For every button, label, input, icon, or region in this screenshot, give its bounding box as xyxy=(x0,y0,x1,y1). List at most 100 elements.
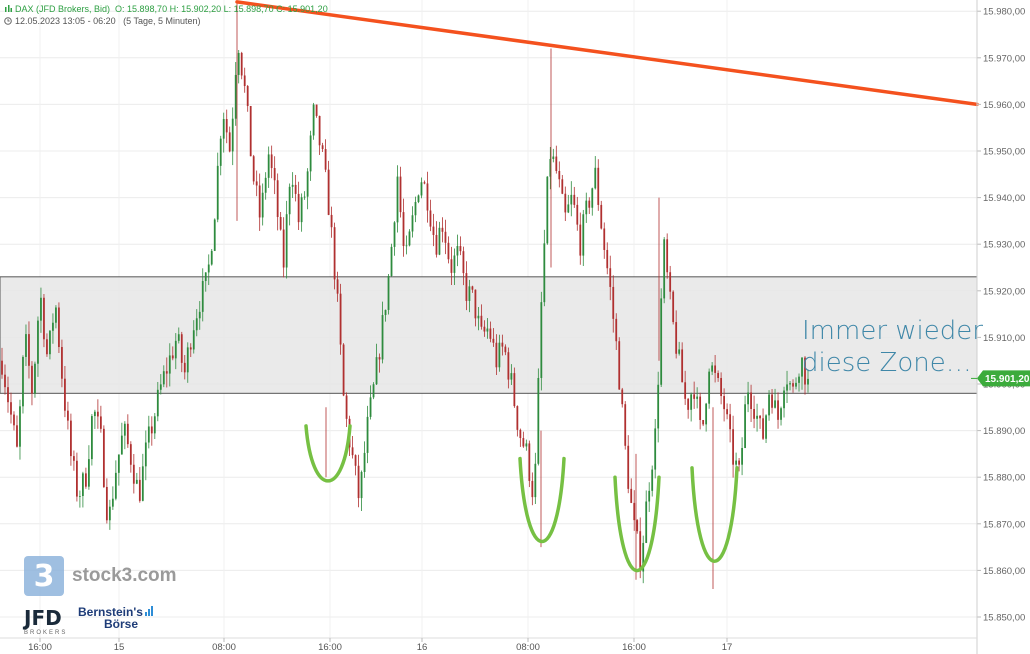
jfd-logo: JFD BROKERS xyxy=(24,608,67,636)
annotation-marks xyxy=(235,0,979,573)
x-tick-label: 15 xyxy=(114,642,125,653)
candle-body xyxy=(564,193,567,213)
candle-body xyxy=(309,135,312,172)
candle-body xyxy=(366,416,369,453)
candle-body xyxy=(153,416,156,434)
candle-body xyxy=(186,347,189,373)
candle-body xyxy=(108,506,111,521)
candle-body xyxy=(414,201,417,216)
candle-body xyxy=(291,184,294,187)
candle-body xyxy=(708,371,711,404)
candle-body xyxy=(444,231,447,243)
candle-body xyxy=(180,334,183,363)
candle-body xyxy=(351,447,354,456)
candle-body xyxy=(141,466,144,501)
candle-body xyxy=(16,425,18,447)
x-tick-label: 16:00 xyxy=(318,642,342,653)
candle-body xyxy=(111,498,114,507)
time-axis: 16:00 15 08:00 16:00 16 08:00 16:00 17 xyxy=(0,637,977,653)
candle-body xyxy=(138,479,141,501)
candle-body xyxy=(738,460,740,465)
candle-body xyxy=(474,289,477,319)
candle-body xyxy=(642,542,645,572)
candle-body xyxy=(735,460,737,465)
price-axis: 15.850,00 15.860,00 15.870,00 15.880,00 15.8… xyxy=(971,0,1030,654)
candle-body xyxy=(96,411,99,417)
candle-body xyxy=(702,419,705,425)
clock-icon xyxy=(4,17,12,25)
candle-body xyxy=(750,392,752,409)
candle-body xyxy=(213,219,216,251)
candle-body xyxy=(687,398,690,410)
y-tick-label: 15.920,00 xyxy=(983,286,1025,297)
candle-body xyxy=(28,334,30,366)
candle-body xyxy=(618,341,621,390)
candle-body xyxy=(105,486,108,521)
candle-body xyxy=(666,239,669,273)
candle-body xyxy=(483,326,486,332)
candle-body xyxy=(201,281,204,312)
candle-body xyxy=(801,357,803,377)
candle-body xyxy=(219,138,222,166)
candle-body xyxy=(648,490,651,502)
candle-body xyxy=(705,403,708,425)
candle-body xyxy=(588,200,591,208)
candle-body xyxy=(522,438,525,447)
candle-body xyxy=(678,349,681,354)
candle-body xyxy=(123,423,126,436)
candle-body xyxy=(13,414,15,426)
candle-body xyxy=(807,378,809,385)
x-tick-label: 16:00 xyxy=(622,642,646,653)
candle-body xyxy=(600,204,603,229)
candle-body xyxy=(333,227,336,280)
candle-body xyxy=(429,210,432,227)
candle-body xyxy=(189,347,192,350)
candle-body xyxy=(76,460,78,497)
candle-body xyxy=(537,377,540,464)
candle-body xyxy=(804,357,806,385)
candle-body xyxy=(330,214,333,228)
candle-body xyxy=(147,426,150,443)
candle-body xyxy=(237,52,240,75)
candle-body xyxy=(504,346,507,353)
candle-body xyxy=(345,395,348,419)
candle-body xyxy=(195,318,198,331)
candle-body xyxy=(612,286,615,319)
candle-body xyxy=(546,176,549,244)
candle-body xyxy=(711,365,714,372)
candle-body xyxy=(756,415,758,419)
candle-body xyxy=(465,273,468,301)
candle-body xyxy=(64,378,66,411)
candle-body xyxy=(342,344,345,396)
candle-body xyxy=(657,384,660,429)
candle-body xyxy=(378,357,381,360)
candle-body xyxy=(318,115,321,146)
candle-body xyxy=(10,402,12,415)
candle-body xyxy=(630,488,633,503)
candle-body xyxy=(795,382,797,387)
candle-series xyxy=(1,1,809,590)
candle-body xyxy=(162,371,165,385)
candle-body xyxy=(471,286,474,290)
candle-body xyxy=(486,328,489,332)
candle-body xyxy=(531,480,534,498)
candle-body xyxy=(759,415,761,419)
candle-body xyxy=(117,454,120,473)
candle-body xyxy=(570,194,573,205)
candle-body xyxy=(558,170,561,180)
annotation-line-2: diese Zone… xyxy=(802,348,972,378)
candle-body xyxy=(150,426,153,434)
candle-body xyxy=(34,363,36,394)
candle-body xyxy=(609,268,612,287)
candle-body xyxy=(408,231,411,246)
candle-body xyxy=(120,435,123,455)
candle-body xyxy=(447,242,450,260)
candle-body xyxy=(31,365,33,394)
candle-body xyxy=(543,243,546,303)
candle-body xyxy=(627,445,630,489)
candle-body xyxy=(501,342,504,347)
candle-body xyxy=(396,176,399,223)
candle-body xyxy=(159,384,162,390)
y-tick-label: 15.870,00 xyxy=(983,519,1025,530)
